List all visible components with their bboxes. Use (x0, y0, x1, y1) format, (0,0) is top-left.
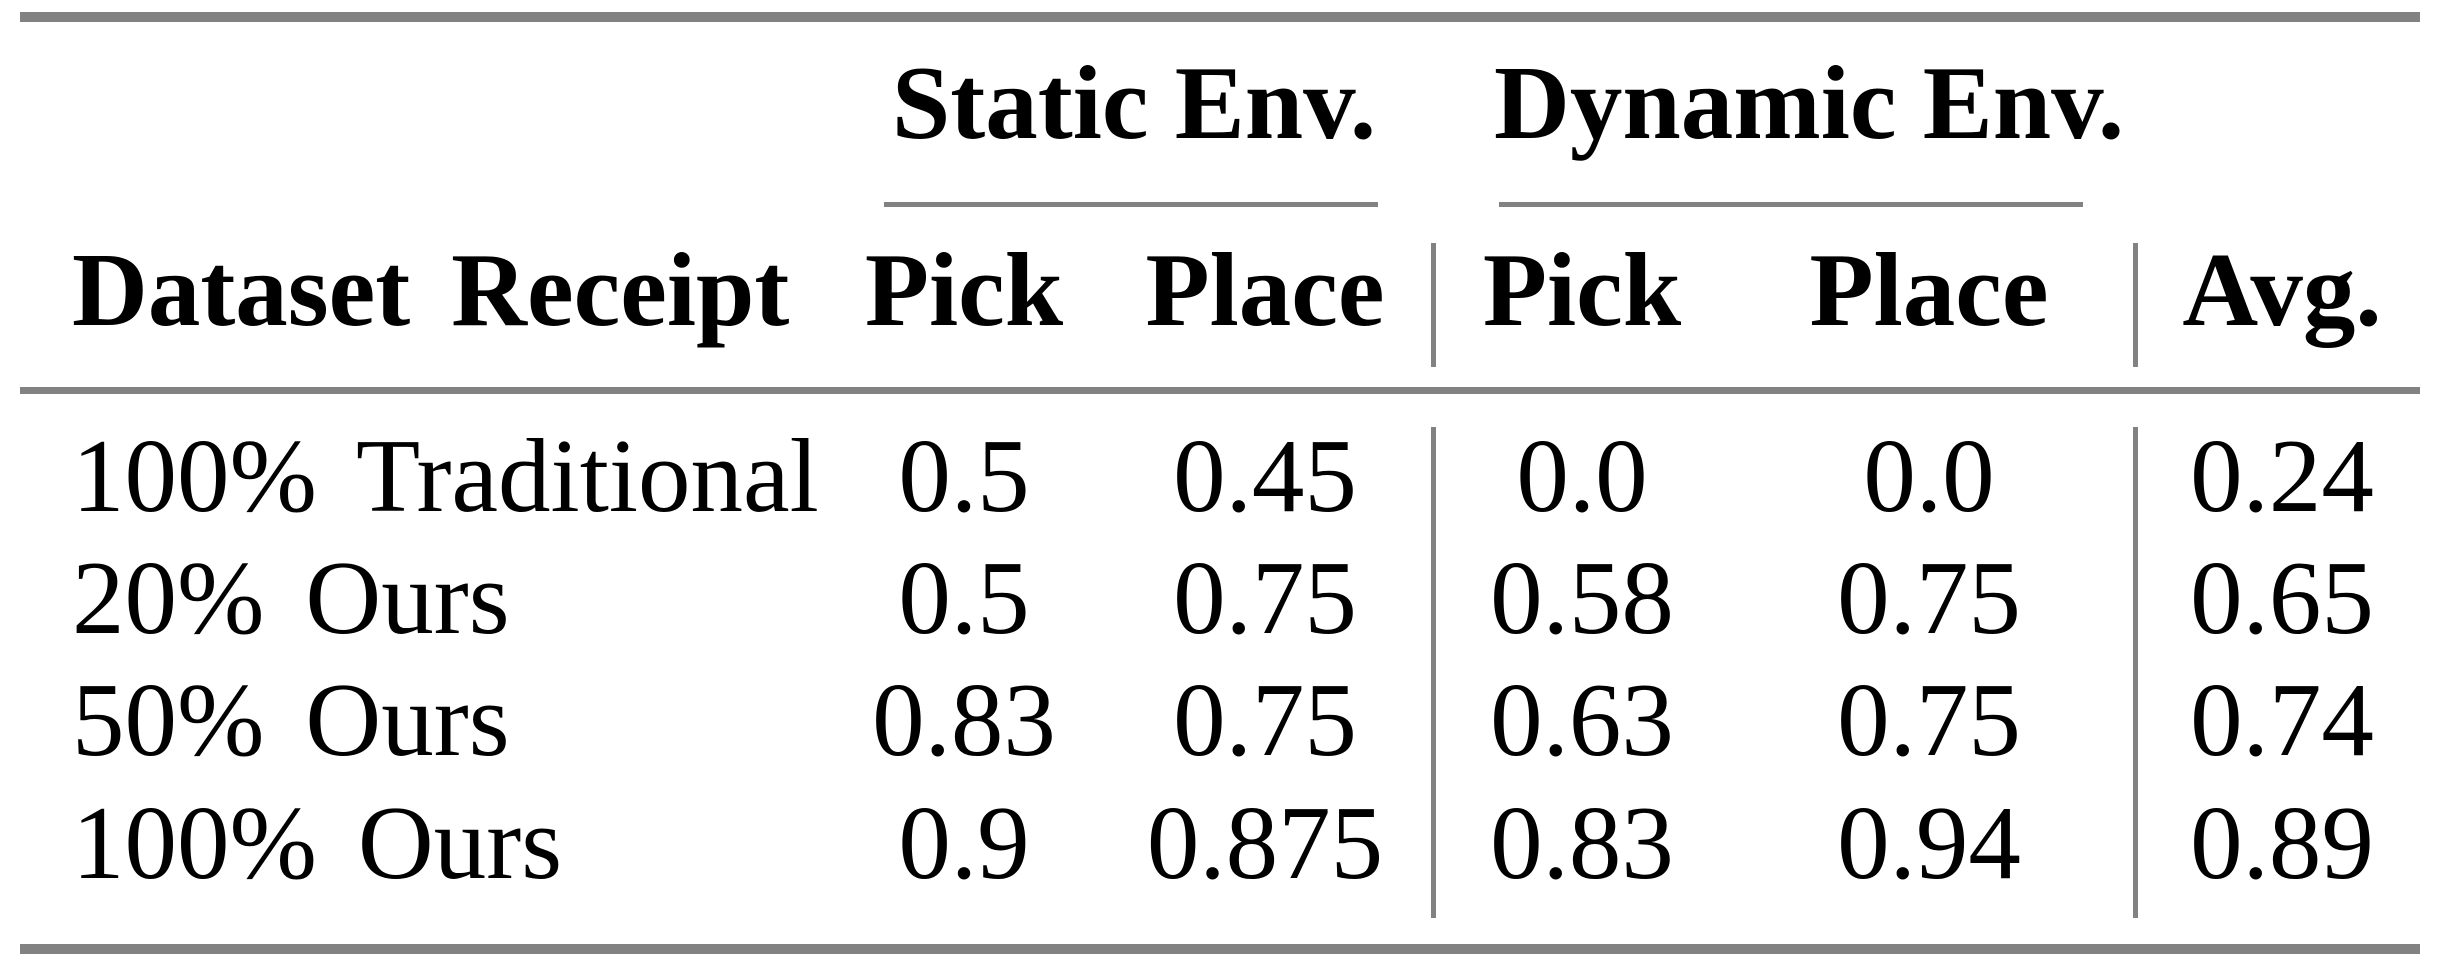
column-header-avg: Avg. (2182, 231, 2382, 348)
table-cell: 0.0 (1863, 417, 1995, 534)
table-cell: 0.75 (1173, 539, 1357, 656)
table-cell: 0.5 (898, 539, 1030, 656)
table-midrule (20, 387, 2420, 394)
table-cell: 0.94 (1837, 784, 2021, 901)
table-cell: 0.875 (1146, 784, 1384, 901)
table-cell: 0.83 (1490, 784, 1674, 901)
vertical-separator-2-body (2133, 427, 2138, 918)
vertical-separator-1-header (1431, 243, 1436, 367)
table-cell: 0.75 (1173, 661, 1357, 778)
dynamic-env-cmidrule (1499, 202, 2083, 207)
table-cell: 0.83 (872, 661, 1056, 778)
table-cell: 0.63 (1490, 661, 1674, 778)
column-header-dynamic-place: Place (1809, 231, 2049, 348)
table-cell: 0.89 (2190, 784, 2374, 901)
table-top-rule (20, 12, 2420, 22)
table-cell: 0.45 (1173, 417, 1357, 534)
row-label: 100% Ours (72, 784, 563, 901)
table-bottom-rule (20, 944, 2420, 954)
row-label: 100% Traditional (72, 417, 819, 534)
vertical-separator-2-header (2133, 243, 2138, 367)
table-cell: 0.24 (2190, 417, 2374, 534)
row-label: 50% Ours (72, 661, 510, 778)
table-cell: 0.75 (1837, 539, 2021, 656)
table-cell: 0.74 (2190, 661, 2374, 778)
column-header-static-place: Place (1145, 231, 1385, 348)
table-cell: 0.9 (898, 784, 1030, 901)
column-header-dataset-receipt: Dataset Receipt (72, 231, 790, 348)
column-header-static-pick: Pick (864, 231, 1064, 348)
vertical-separator-1-body (1431, 427, 1436, 918)
group-header-dynamic-env: Dynamic Env. (1494, 44, 2125, 161)
column-header-dynamic-pick: Pick (1482, 231, 1682, 348)
table-cell: 0.5 (898, 417, 1030, 534)
table-cell: 0.75 (1837, 661, 2021, 778)
table-cell: 0.65 (2190, 539, 2374, 656)
table-cell: 0.58 (1490, 539, 1674, 656)
static-env-cmidrule (884, 202, 1378, 207)
group-header-static-env: Static Env. (891, 44, 1377, 161)
table-cell: 0.0 (1516, 417, 1648, 534)
row-label: 20% Ours (72, 539, 510, 656)
